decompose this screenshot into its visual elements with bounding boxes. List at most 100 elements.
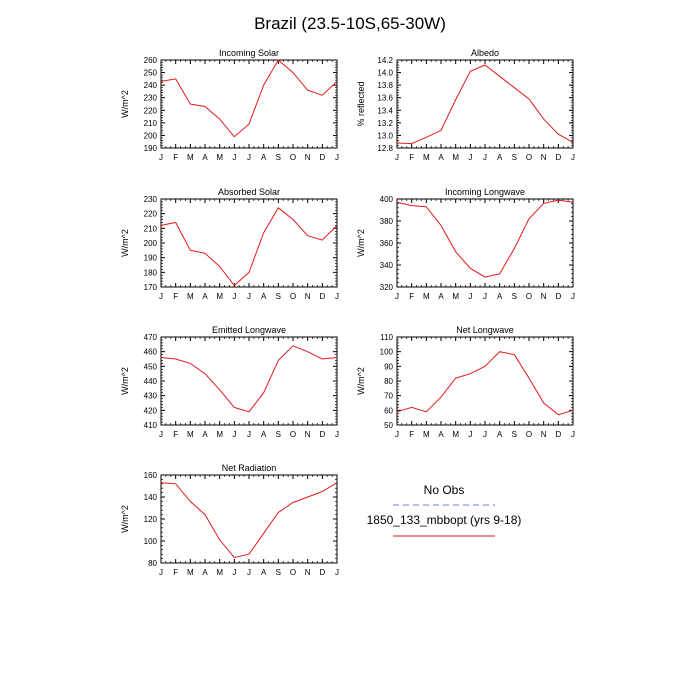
x-tick-label: J [571, 153, 575, 162]
x-tick-label: M [187, 153, 194, 162]
x-tick-label: J [232, 292, 236, 301]
y-tick-label: 470 [144, 333, 158, 342]
x-tick-label: J [335, 430, 339, 439]
x-tick-label: O [526, 430, 532, 439]
y-tick-label: 190 [144, 144, 158, 153]
x-tick-label: A [202, 430, 208, 439]
x-tick-label: N [305, 153, 311, 162]
panel-title: Absorbed Solar [218, 187, 280, 197]
y-tick-label: 14.0 [377, 69, 393, 78]
x-tick-label: A [261, 568, 267, 577]
y-tick-label: 190 [144, 254, 158, 263]
x-tick-label: M [187, 292, 194, 301]
x-tick-label: M [452, 430, 459, 439]
x-tick-label: J [159, 292, 163, 301]
x-tick-label: M [216, 568, 223, 577]
x-tick-label: J [468, 153, 472, 162]
y-axis-label: W/m^2 [356, 367, 366, 395]
x-tick-label: A [497, 153, 503, 162]
plot-frame [160, 474, 338, 564]
y-tick-label: 120 [144, 515, 158, 524]
x-tick-label: F [409, 153, 414, 162]
x-tick-label: J [395, 430, 399, 439]
y-axis-label: W/m^2 [120, 505, 130, 533]
x-tick-label: J [247, 153, 251, 162]
x-tick-label: M [187, 568, 194, 577]
series-line [160, 345, 338, 413]
x-tick-label: A [438, 292, 444, 301]
x-tick-label: D [555, 153, 561, 162]
x-tick-label: O [290, 568, 296, 577]
page-title: Brazil (23.5-10S,65-30W) [254, 14, 446, 33]
x-tick-label: M [423, 292, 430, 301]
x-tick-label: M [423, 430, 430, 439]
x-tick-label: A [438, 430, 444, 439]
x-tick-label: A [497, 292, 503, 301]
y-tick-label: 380 [380, 217, 394, 226]
y-tick-label: 240 [144, 81, 158, 90]
y-tick-label: 260 [144, 56, 158, 65]
x-tick-label: M [216, 430, 223, 439]
y-axis-label: W/m^2 [356, 229, 366, 257]
x-tick-label: M [452, 153, 459, 162]
plot-frame [396, 59, 574, 149]
panel-title: Albedo [471, 48, 499, 58]
x-tick-label: A [202, 568, 208, 577]
y-tick-label: 180 [144, 268, 158, 277]
y-tick-label: 100 [144, 537, 158, 546]
x-tick-label: J [247, 292, 251, 301]
panel-title: Incoming Solar [219, 48, 279, 58]
x-tick-label: M [216, 292, 223, 301]
plot-frame [396, 336, 574, 426]
x-tick-label: J [335, 292, 339, 301]
y-tick-label: 460 [144, 348, 158, 357]
x-tick-label: F [409, 430, 414, 439]
x-tick-label: J [159, 430, 163, 439]
y-tick-label: 230 [144, 195, 158, 204]
y-tick-label: 170 [144, 283, 158, 292]
y-tick-label: 13.2 [377, 119, 393, 128]
series-line [160, 482, 338, 559]
x-tick-label: J [159, 568, 163, 577]
x-tick-label: N [541, 292, 547, 301]
x-tick-label: A [497, 430, 503, 439]
x-tick-label: N [541, 430, 547, 439]
x-tick-label: J [483, 292, 487, 301]
y-axis-label: % reflected [356, 81, 366, 126]
y-tick-label: 450 [144, 362, 158, 371]
x-tick-label: S [276, 568, 281, 577]
x-tick-label: F [173, 568, 178, 577]
y-tick-label: 60 [384, 406, 393, 415]
y-tick-label: 50 [384, 421, 393, 430]
y-tick-label: 410 [144, 421, 158, 430]
x-tick-label: N [305, 430, 311, 439]
plot-frame [160, 59, 338, 149]
x-tick-label: N [541, 153, 547, 162]
x-tick-label: M [187, 430, 194, 439]
y-tick-label: 90 [384, 362, 393, 371]
x-tick-label: S [512, 153, 517, 162]
x-tick-label: F [173, 153, 178, 162]
y-tick-label: 230 [144, 94, 158, 103]
y-tick-label: 210 [144, 119, 158, 128]
x-tick-label: J [395, 292, 399, 301]
plot-frame [396, 198, 574, 288]
y-tick-label: 220 [144, 210, 158, 219]
y-tick-label: 13.8 [377, 81, 393, 90]
y-tick-label: 250 [144, 69, 158, 78]
x-tick-label: J [483, 430, 487, 439]
x-tick-label: S [512, 430, 517, 439]
x-tick-label: D [555, 292, 561, 301]
x-tick-label: J [232, 430, 236, 439]
x-tick-label: N [305, 568, 311, 577]
y-axis-label: W/m^2 [120, 90, 130, 118]
x-tick-label: J [571, 292, 575, 301]
x-tick-label: O [526, 153, 532, 162]
x-tick-label: A [261, 153, 267, 162]
x-tick-label: J [232, 568, 236, 577]
